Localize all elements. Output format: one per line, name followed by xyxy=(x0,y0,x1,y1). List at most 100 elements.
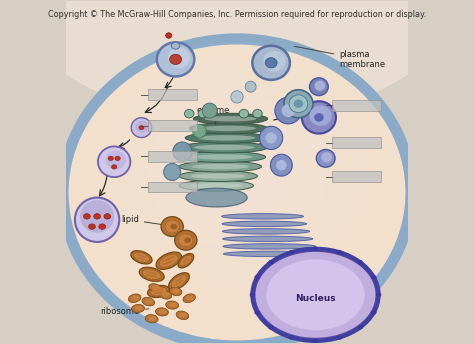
Ellipse shape xyxy=(153,292,164,294)
Ellipse shape xyxy=(337,250,342,255)
Ellipse shape xyxy=(201,126,256,131)
Ellipse shape xyxy=(179,234,193,247)
Ellipse shape xyxy=(186,295,194,300)
Ellipse shape xyxy=(260,126,283,150)
Ellipse shape xyxy=(172,289,181,294)
Ellipse shape xyxy=(357,260,363,265)
Ellipse shape xyxy=(175,230,197,250)
Ellipse shape xyxy=(169,273,190,290)
Ellipse shape xyxy=(289,95,308,112)
Ellipse shape xyxy=(191,164,249,169)
Ellipse shape xyxy=(289,335,294,340)
Ellipse shape xyxy=(204,116,256,121)
Ellipse shape xyxy=(174,276,184,283)
Ellipse shape xyxy=(131,295,139,300)
FancyBboxPatch shape xyxy=(332,100,381,110)
Ellipse shape xyxy=(0,0,474,121)
Ellipse shape xyxy=(357,325,363,330)
Ellipse shape xyxy=(168,47,190,68)
Ellipse shape xyxy=(284,90,313,118)
Ellipse shape xyxy=(182,256,190,262)
Ellipse shape xyxy=(162,292,170,297)
Ellipse shape xyxy=(223,236,313,241)
Ellipse shape xyxy=(89,224,95,229)
Ellipse shape xyxy=(179,312,187,318)
FancyBboxPatch shape xyxy=(147,120,197,131)
Ellipse shape xyxy=(111,165,117,169)
Ellipse shape xyxy=(223,244,316,249)
Ellipse shape xyxy=(106,151,126,170)
FancyBboxPatch shape xyxy=(147,89,197,100)
Ellipse shape xyxy=(178,254,194,268)
Ellipse shape xyxy=(108,156,113,161)
Ellipse shape xyxy=(159,254,178,267)
Ellipse shape xyxy=(94,214,100,219)
Ellipse shape xyxy=(115,156,120,161)
Ellipse shape xyxy=(314,80,325,91)
Ellipse shape xyxy=(145,299,153,304)
Ellipse shape xyxy=(165,220,179,233)
Ellipse shape xyxy=(223,251,319,257)
FancyBboxPatch shape xyxy=(147,182,197,193)
Ellipse shape xyxy=(145,315,158,323)
Ellipse shape xyxy=(276,160,287,170)
Ellipse shape xyxy=(222,229,310,234)
Ellipse shape xyxy=(316,150,335,167)
Ellipse shape xyxy=(171,42,180,49)
Text: ribosome: ribosome xyxy=(100,308,149,316)
Ellipse shape xyxy=(182,259,190,265)
Text: plasma
membrane: plasma membrane xyxy=(294,46,385,69)
Ellipse shape xyxy=(180,255,192,266)
Ellipse shape xyxy=(166,301,179,309)
Ellipse shape xyxy=(156,252,182,269)
Ellipse shape xyxy=(134,252,149,262)
Ellipse shape xyxy=(190,183,242,189)
Ellipse shape xyxy=(104,214,111,219)
Ellipse shape xyxy=(194,145,255,150)
Ellipse shape xyxy=(275,97,301,124)
Ellipse shape xyxy=(184,237,191,243)
Ellipse shape xyxy=(371,310,376,315)
Ellipse shape xyxy=(189,123,268,134)
Ellipse shape xyxy=(183,294,196,302)
Ellipse shape xyxy=(222,214,303,219)
Ellipse shape xyxy=(337,335,342,340)
Ellipse shape xyxy=(376,293,382,297)
Ellipse shape xyxy=(371,275,376,279)
Ellipse shape xyxy=(157,42,194,76)
Ellipse shape xyxy=(192,154,253,160)
Ellipse shape xyxy=(171,275,187,288)
FancyBboxPatch shape xyxy=(332,171,381,182)
Ellipse shape xyxy=(289,250,294,255)
Ellipse shape xyxy=(265,58,277,68)
Ellipse shape xyxy=(166,33,172,38)
Ellipse shape xyxy=(293,99,303,108)
Ellipse shape xyxy=(271,154,292,176)
Ellipse shape xyxy=(198,135,255,141)
Ellipse shape xyxy=(83,214,90,219)
Ellipse shape xyxy=(184,109,194,118)
Ellipse shape xyxy=(245,81,256,92)
Ellipse shape xyxy=(314,113,324,122)
Ellipse shape xyxy=(268,325,273,330)
Ellipse shape xyxy=(313,247,318,251)
Ellipse shape xyxy=(136,257,146,261)
Ellipse shape xyxy=(310,106,332,126)
Ellipse shape xyxy=(255,275,260,279)
Ellipse shape xyxy=(176,311,189,320)
Ellipse shape xyxy=(153,289,164,291)
Ellipse shape xyxy=(170,54,182,65)
Ellipse shape xyxy=(131,251,152,264)
Ellipse shape xyxy=(186,188,247,207)
Ellipse shape xyxy=(265,132,277,143)
Ellipse shape xyxy=(161,217,183,236)
Ellipse shape xyxy=(255,310,260,315)
Ellipse shape xyxy=(202,103,217,118)
Ellipse shape xyxy=(63,39,411,344)
Ellipse shape xyxy=(222,221,307,227)
Ellipse shape xyxy=(135,305,143,311)
Ellipse shape xyxy=(179,161,262,172)
Ellipse shape xyxy=(163,259,175,266)
FancyBboxPatch shape xyxy=(147,151,197,162)
Ellipse shape xyxy=(192,124,206,138)
